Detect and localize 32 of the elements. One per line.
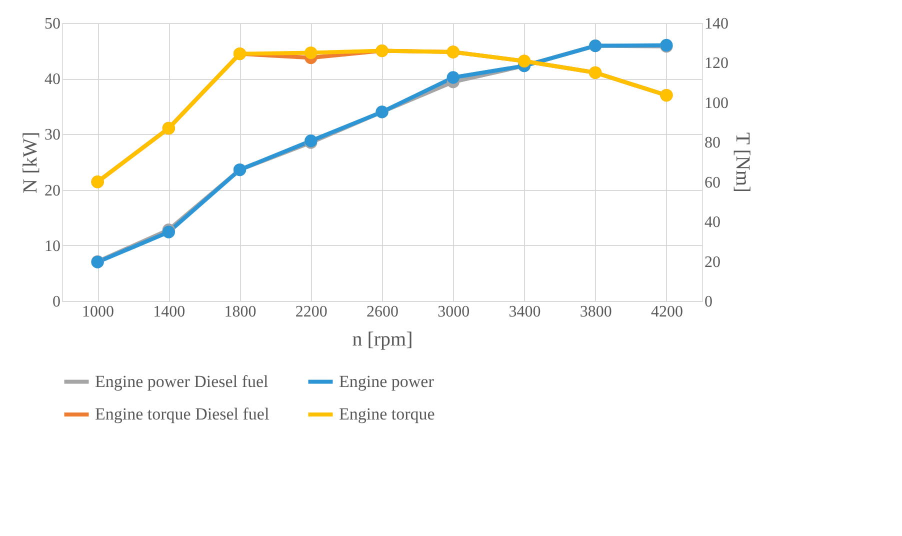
x-tick-label: 1800 <box>224 304 256 320</box>
y2-tick-label: 80 <box>704 134 720 152</box>
x-tick-label: 2200 <box>295 304 328 320</box>
y-tick-label: 10 <box>44 238 60 255</box>
x-tick-label: 4200 <box>650 304 683 320</box>
y-tick-label: 0 <box>52 294 60 310</box>
x-tick-label: 1000 <box>82 304 114 320</box>
y-axis-title: N [kW] <box>20 132 42 194</box>
y-tick-label: 50 <box>44 16 60 32</box>
y2-tick-label: 60 <box>704 174 720 192</box>
legend-label: Engine torque Diesel fuel <box>95 404 270 424</box>
legend-label: Engine power <box>339 372 434 391</box>
y2-tick-label: 100 <box>704 94 728 112</box>
legend-label: Engine power Diesel fuel <box>95 372 269 391</box>
y-tick-label: 20 <box>44 182 60 200</box>
x-tick-label: 3400 <box>508 304 541 320</box>
legend-label: Engine torque <box>339 404 435 424</box>
x-axis-title: n [rpm] <box>352 328 413 350</box>
x-tick-label: 3800 <box>580 304 612 320</box>
y2-axis-title: T [Nm] <box>732 132 754 193</box>
point <box>446 71 460 84</box>
y-tick-label: 30 <box>44 126 60 144</box>
point <box>304 46 318 60</box>
x-tick-label: 3000 <box>438 304 470 320</box>
y2-tick-label: 140 <box>704 16 728 32</box>
y2-tick-label: 0 <box>704 294 712 310</box>
y2-tick-label: 40 <box>704 214 720 232</box>
y2-tick-label: 20 <box>704 254 720 271</box>
x-tick-label: 1400 <box>153 304 186 320</box>
x-tick-label: 2600 <box>366 304 398 320</box>
y2-tick-label: 120 <box>704 55 728 72</box>
y-tick-label: 40 <box>44 71 60 88</box>
